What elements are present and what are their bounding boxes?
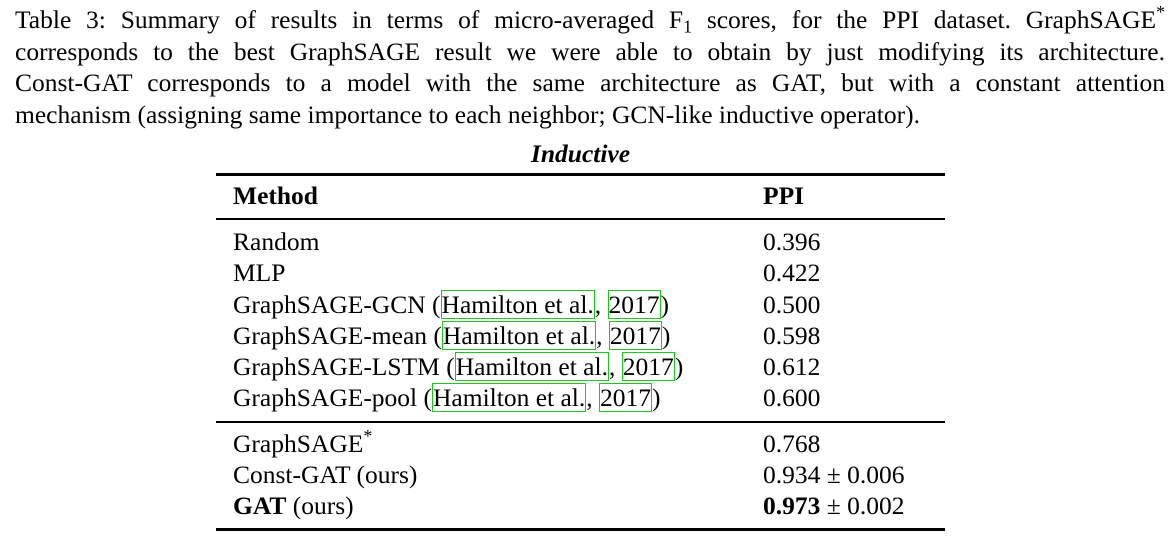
caption-line-1: Table 3: Summary of results in terms of … bbox=[15, 2, 1166, 37]
table-row: GraphSAGE* 0.768 bbox=[233, 426, 945, 459]
method-cell: GraphSAGE-LSTM (Hamilton et al., 2017) bbox=[233, 352, 684, 381]
citation-link-author[interactable]: Hamilton et al. bbox=[432, 383, 587, 412]
table-row: GraphSAGE-GCN (Hamilton et al., 2017) 0.… bbox=[233, 289, 945, 320]
table-row: Const-GAT (ours) 0.934 ± 0.006 bbox=[233, 459, 945, 490]
table-header-row: Method PPI bbox=[233, 180, 945, 211]
citation-link-author[interactable]: Hamilton et al. bbox=[454, 352, 609, 381]
citation-link-year[interactable]: 2017 bbox=[608, 321, 662, 350]
table-row: MLP 0.422 bbox=[233, 257, 945, 288]
method-cell: GAT (ours) bbox=[233, 491, 354, 520]
method-cell: Const-GAT (ours) bbox=[233, 460, 418, 489]
citation-link-author[interactable]: Hamilton et al. bbox=[441, 321, 597, 350]
group-rule bbox=[216, 421, 945, 423]
ppi-cell: 0.612 bbox=[763, 352, 821, 381]
top-rule bbox=[216, 173, 945, 176]
table-row-best: GAT (ours) 0.973 ± 0.002 bbox=[233, 490, 945, 521]
ppi-cell: 0.396 bbox=[763, 227, 821, 256]
ppi-cell: 0.598 bbox=[763, 321, 821, 350]
header-method: Method bbox=[233, 181, 318, 210]
header-ppi: PPI bbox=[763, 181, 805, 210]
bottom-rule bbox=[216, 528, 945, 531]
caption-line-4: mechanism (assigning same importance to … bbox=[15, 99, 920, 129]
ppi-cell: 0.973 ± 0.002 bbox=[763, 491, 905, 520]
citation-link-year[interactable]: 2017 bbox=[599, 383, 653, 412]
method-cell: GraphSAGE-GCN (Hamilton et al., 2017) bbox=[233, 290, 670, 319]
ppi-cell: 0.768 bbox=[763, 429, 821, 458]
method-cell: Random bbox=[233, 227, 320, 256]
table-row: GraphSAGE-pool (Hamilton et al., 2017) 0… bbox=[233, 382, 945, 413]
table-caption: Table 3: Summary of results in terms of … bbox=[15, 2, 1166, 130]
ppi-cell: 0.934 ± 0.006 bbox=[763, 460, 905, 489]
citation-link-year[interactable]: 2017 bbox=[621, 352, 675, 381]
method-cell: GraphSAGE-pool (Hamilton et al., 2017) bbox=[233, 383, 661, 412]
method-cell: GraphSAGE* bbox=[233, 426, 373, 458]
citation-link-author[interactable]: Hamilton et al. bbox=[440, 290, 595, 319]
method-cell: GraphSAGE-mean (Hamilton et al., 2017) bbox=[233, 321, 671, 350]
table-row: GraphSAGE-LSTM (Hamilton et al., 2017) 0… bbox=[233, 351, 945, 382]
table-subtitle: Inductive bbox=[530, 139, 631, 168]
citation-link-year[interactable]: 2017 bbox=[607, 290, 661, 319]
header-rule bbox=[216, 218, 945, 220]
table-row: GraphSAGE-mean (Hamilton et al., 2017) 0… bbox=[233, 320, 945, 351]
ppi-cell: 0.422 bbox=[763, 258, 821, 287]
method-cell: MLP bbox=[233, 258, 286, 287]
table-row: Random 0.396 bbox=[233, 226, 945, 257]
ppi-cell: 0.500 bbox=[763, 290, 821, 319]
ppi-cell: 0.600 bbox=[763, 383, 821, 412]
caption-line-2: corresponds to the best GraphSAGE result… bbox=[15, 36, 1165, 66]
caption-label: Table 3: bbox=[15, 5, 106, 34]
caption-line-3: Const-GAT corresponds to a model with th… bbox=[15, 68, 1165, 97]
